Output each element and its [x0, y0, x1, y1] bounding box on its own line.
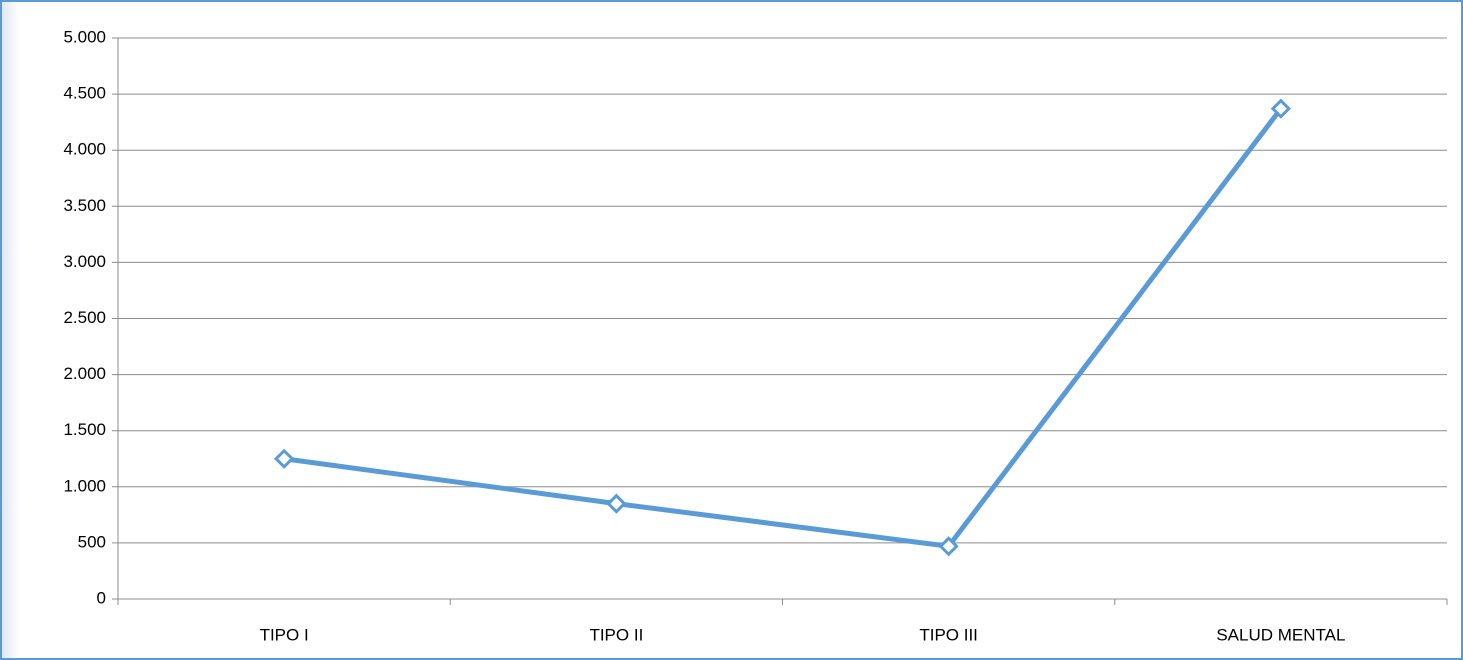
- x-tick-label: SALUD MENTAL: [1216, 625, 1345, 644]
- marker: [606, 493, 627, 514]
- y-tick-label: 3.000: [63, 252, 106, 271]
- y-tick-label: 1.000: [63, 476, 106, 495]
- marker: [274, 448, 295, 469]
- edge-shade: [1, 1, 19, 659]
- line: [283, 107, 1283, 549]
- y-tick-label: 1.500: [63, 420, 106, 439]
- y-tick-label: 0: [97, 588, 106, 607]
- y-tick-label: 2.500: [63, 308, 106, 327]
- y-tick-label: 500: [78, 532, 106, 551]
- y-tick-label: 4.500: [63, 84, 106, 103]
- marker: [1270, 98, 1292, 119]
- y-tick-label: 5.000: [63, 27, 106, 46]
- x-tick-label: TIPO II: [589, 625, 643, 644]
- y-tick-label: 4.000: [63, 140, 106, 159]
- x-tick-label: TIPO I: [260, 625, 309, 644]
- x-tick-label: TIPO III: [919, 625, 978, 644]
- y-tick-label: 3.500: [63, 196, 106, 215]
- y-tick-label: 2.000: [63, 364, 106, 383]
- marker: [938, 536, 959, 557]
